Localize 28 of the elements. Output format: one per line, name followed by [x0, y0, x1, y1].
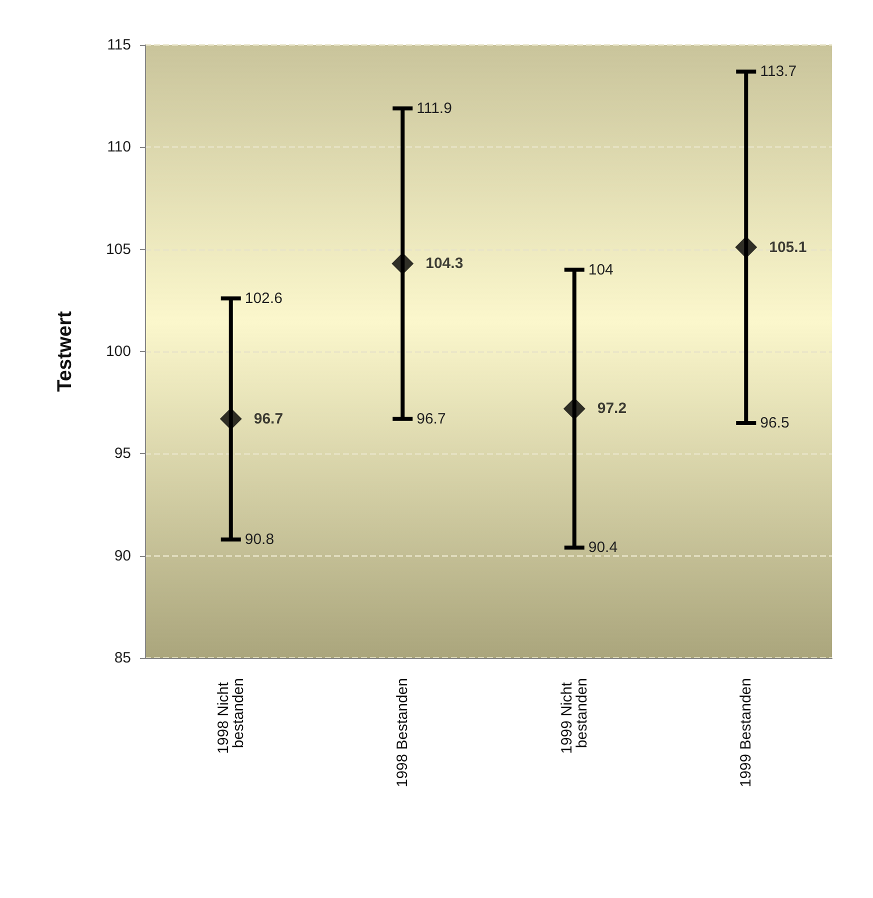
data-label: 105.1 [769, 238, 807, 256]
data-label: 104.3 [426, 255, 464, 272]
annotation: 113.7 [760, 63, 797, 80]
annotation: 96.7 [416, 410, 446, 428]
y-tick-label: 100 [106, 343, 131, 360]
data-label: 96.7 [254, 410, 284, 428]
y-tick-label: 105 [106, 240, 131, 258]
annotation: 102.6 [244, 290, 282, 307]
y-tick-label: 110 [107, 138, 131, 156]
y-tick-label: 115 [107, 36, 131, 54]
point [220, 408, 242, 430]
x-tick-label: 1999 Nicht bestanden [558, 678, 590, 754]
y-tick-label: 85 [114, 650, 131, 666]
y-tick-label: 95 [114, 445, 131, 462]
point [735, 236, 758, 258]
data-label: 97.2 [597, 400, 627, 418]
y-axis-title: Testwert [54, 310, 76, 392]
y-tick-label: 90 [114, 547, 131, 564]
annotation: 111.9 [416, 100, 452, 117]
point [563, 398, 586, 420]
annotation: 90.4 [588, 539, 618, 556]
annotation: 96.5 [760, 414, 790, 432]
annotation: 104 [588, 261, 614, 278]
x-tick-label: 1998 Nicht bestanden [214, 678, 247, 754]
point [392, 252, 414, 275]
x-tick-label: 1998 Bestanden [394, 678, 412, 788]
x-tick-label: 1999 Bestanden [738, 678, 755, 788]
annotation: 90.8 [244, 530, 274, 548]
